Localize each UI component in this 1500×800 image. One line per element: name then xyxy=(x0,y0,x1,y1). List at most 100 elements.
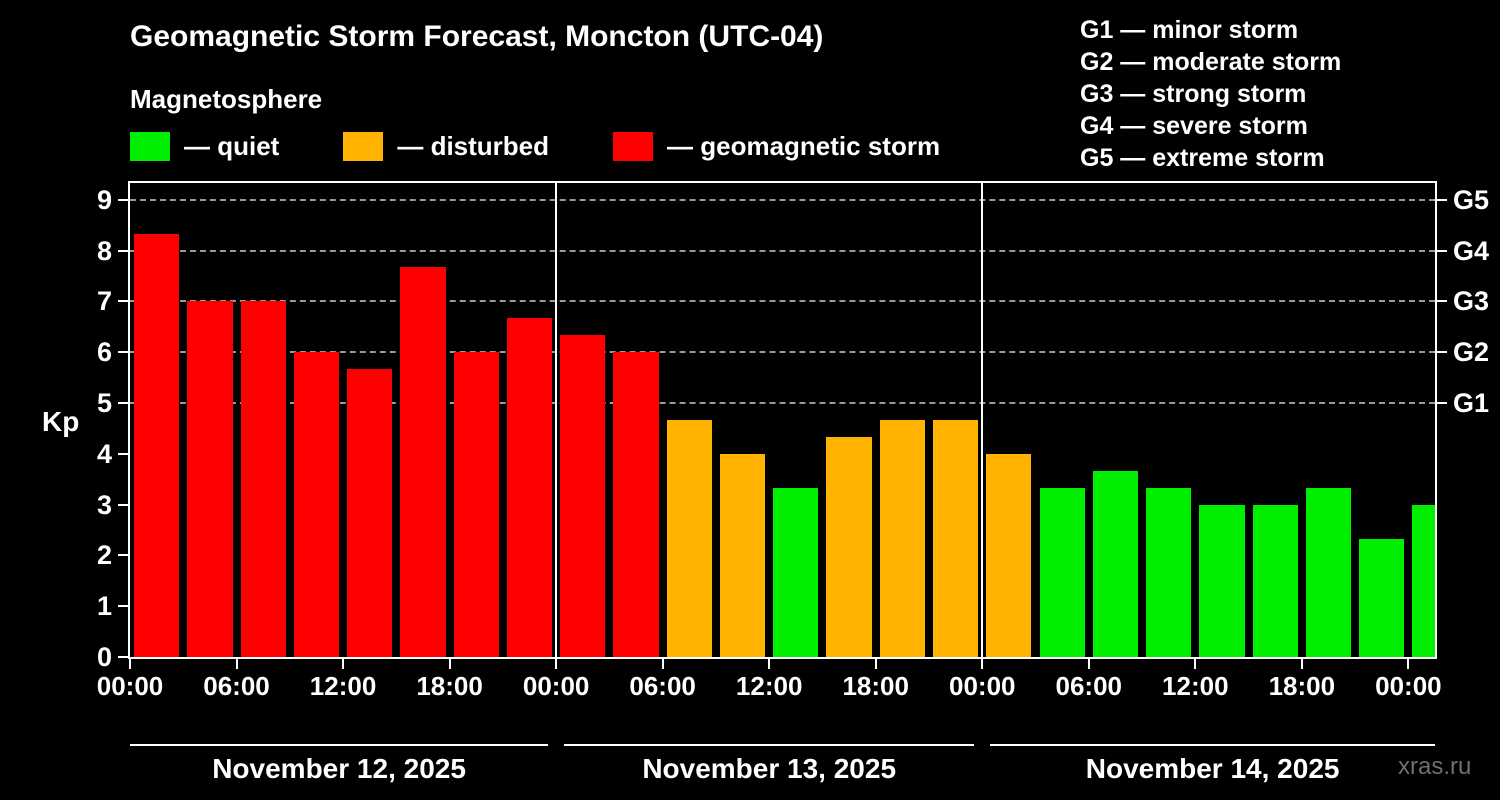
y-tick xyxy=(118,198,128,201)
kp-bar xyxy=(400,267,446,657)
kp-bar xyxy=(240,301,286,657)
kp-bar xyxy=(1039,487,1085,657)
kp-bar xyxy=(666,419,712,657)
legend-label-quiet: — quiet xyxy=(184,131,280,161)
g4-legend-line: G4 — severe storm xyxy=(1080,112,1308,140)
g-axis-label: G2 xyxy=(1453,337,1490,368)
x-tick-label: 18:00 xyxy=(416,671,483,701)
kp-bar xyxy=(986,453,1032,657)
kp-bar xyxy=(347,368,393,657)
gridline-g2 xyxy=(130,351,1435,354)
legend-item-disturbed: — disturbed xyxy=(343,131,549,162)
kp-legend: — quiet — disturbed — geomagnetic storm xyxy=(130,131,1004,162)
x-tick xyxy=(874,659,877,669)
kp-bar xyxy=(826,437,872,657)
y-tick-label: 6 xyxy=(96,337,112,368)
g-axis-label: G4 xyxy=(1453,235,1490,266)
y-tick-label: 8 xyxy=(96,235,112,266)
g-axis-label: G5 xyxy=(1453,184,1490,215)
x-tick-label: 06:00 xyxy=(203,671,270,701)
chart-area: 0 1 2 3 4 5 6 7 8 9 G1 G2 G3 G4 G5 00:00 06:00 12:00 18:00… xyxy=(97,181,1489,784)
x-tick xyxy=(768,659,771,669)
y-tick xyxy=(118,452,128,455)
y-tick-label: 0 xyxy=(96,642,112,672)
chart-subtitle: Magnetosphere xyxy=(130,84,323,114)
g-tick xyxy=(1437,249,1447,252)
g-tick xyxy=(1437,351,1447,354)
kp-bar xyxy=(506,318,553,657)
kp-bar xyxy=(1199,504,1245,657)
x-tick xyxy=(1194,659,1197,669)
gridline-g3 xyxy=(130,300,1435,303)
y-tick-label: 2 xyxy=(96,540,112,571)
y-tick xyxy=(118,656,128,658)
date-label: November 13, 2025 xyxy=(642,753,897,784)
g-tick xyxy=(1437,300,1447,303)
kp-bar xyxy=(932,419,979,657)
disturbed-color-swatch xyxy=(343,132,384,161)
kp-bar xyxy=(1252,504,1298,657)
g-axis-label: G3 xyxy=(1453,286,1490,317)
kp-bar xyxy=(293,352,340,657)
kp-bar xyxy=(453,352,499,657)
day-separator xyxy=(555,183,558,657)
y-tick xyxy=(118,554,128,557)
x-tick-label: 18:00 xyxy=(1268,671,1336,701)
y-tick xyxy=(118,351,128,354)
x-tick-label: 06:00 xyxy=(1055,671,1123,701)
date-label: November 12, 2025 xyxy=(212,753,466,784)
y-tick xyxy=(118,503,128,506)
x-tick-label: 12:00 xyxy=(309,671,377,701)
g-scale-legend: G1 — minor storm G2 — moderate storm G3 … xyxy=(1080,14,1341,174)
y-tick-label: 4 xyxy=(96,438,112,469)
x-tick-label: 00:00 xyxy=(1375,671,1442,701)
kp-bar xyxy=(134,233,180,657)
x-tick-label: 12:00 xyxy=(735,671,803,701)
x-tick xyxy=(342,659,345,669)
x-tick xyxy=(661,659,664,669)
date-label: November 14, 2025 xyxy=(1085,753,1340,784)
kp-bar xyxy=(613,352,659,657)
x-tick-label: 00:00 xyxy=(522,671,590,701)
day-underline xyxy=(130,744,549,746)
gridline-g1 xyxy=(130,401,1435,404)
y-tick-label: 3 xyxy=(96,489,112,520)
y-tick-label: 5 xyxy=(96,387,112,418)
g-tick xyxy=(1437,198,1447,201)
x-tick-label: 00:00 xyxy=(96,671,164,701)
x-tick xyxy=(555,659,558,669)
x-tick xyxy=(235,659,238,669)
x-tick xyxy=(1407,659,1410,669)
x-tick-label: 06:00 xyxy=(629,671,696,701)
gridline-g5 xyxy=(130,198,1435,201)
kp-bar xyxy=(1305,487,1352,657)
day-underline xyxy=(564,744,975,746)
x-tick-label: 12:00 xyxy=(1162,671,1229,701)
y-tick xyxy=(118,605,128,608)
kp-bar xyxy=(560,335,606,657)
y-axis-title: Kp xyxy=(42,406,80,437)
x-tick xyxy=(129,659,131,669)
gridline-g4 xyxy=(130,249,1435,252)
quiet-color-swatch xyxy=(130,132,170,161)
legend-label-storm: — geomagnetic storm xyxy=(667,131,941,161)
g5-legend-line: G5 — extreme storm xyxy=(1080,144,1325,172)
y-tick xyxy=(118,401,128,404)
day-separator xyxy=(981,183,984,657)
kp-bar xyxy=(1146,487,1192,657)
g-axis-label: G1 xyxy=(1453,387,1490,418)
kp-bar xyxy=(879,419,925,657)
y-tick-label: 1 xyxy=(96,591,112,622)
g2-legend-line: G2 — moderate storm xyxy=(1080,48,1342,76)
kp-bar xyxy=(773,487,819,657)
day-underline xyxy=(990,744,1435,746)
legend-item-storm: — geomagnetic storm xyxy=(613,131,940,162)
x-tick xyxy=(981,659,984,669)
legend-label-disturbed: — disturbed xyxy=(397,131,550,161)
g1-legend-line: G1 — minor storm xyxy=(1080,16,1299,44)
g-tick xyxy=(1437,401,1447,404)
y-tick-label: 9 xyxy=(96,184,112,215)
x-tick xyxy=(448,659,451,669)
kp-bar xyxy=(1359,538,1405,657)
g3-legend-line: G3 — strong storm xyxy=(1080,80,1307,108)
